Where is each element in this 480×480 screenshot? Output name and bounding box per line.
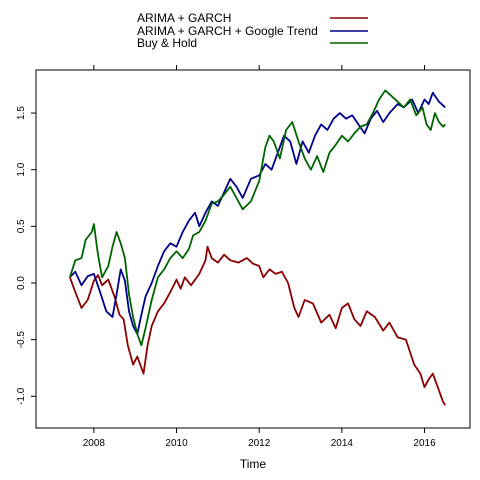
x-tick-label: 2010 — [165, 438, 188, 449]
y-tick-label: 1.0 — [16, 162, 27, 176]
y-axis: -1.0 -0.5 0.0 0.5 1.0 1.5 — [16, 106, 36, 405]
x-tick-label: 2014 — [331, 438, 354, 449]
series-line-buy-hold — [69, 89, 446, 347]
series-line-arima-garch-google-trend — [69, 91, 446, 335]
legend-label-arima-garch: ARIMA + GARCH — [137, 11, 231, 25]
legend: ARIMA + GARCH ARIMA + GARCH + Google Tre… — [137, 11, 368, 50]
top-axis-ticks — [93, 65, 426, 70]
y-tick-label: -0.5 — [16, 331, 27, 349]
series-group — [69, 89, 446, 406]
y-tick-label: 0.0 — [16, 276, 27, 290]
y-tick-label: 1.5 — [16, 106, 27, 120]
y-tick-label: 0.5 — [16, 219, 27, 233]
series-line-arima-garch — [69, 245, 446, 406]
x-axis-title: Time — [240, 457, 267, 471]
x-tick-label: 2016 — [413, 438, 436, 449]
x-tick-label: 2012 — [248, 438, 271, 449]
y-tick-label: -1.0 — [16, 387, 27, 405]
legend-label-buy-hold: Buy & Hold — [137, 36, 197, 50]
x-tick-label: 2008 — [83, 438, 106, 449]
plot-frame — [35, 69, 471, 429]
legend-label-arima-garch-google-trend: ARIMA + GARCH + Google Trend — [137, 24, 318, 38]
x-axis: 2008 2010 2012 2014 2016 — [83, 428, 436, 449]
